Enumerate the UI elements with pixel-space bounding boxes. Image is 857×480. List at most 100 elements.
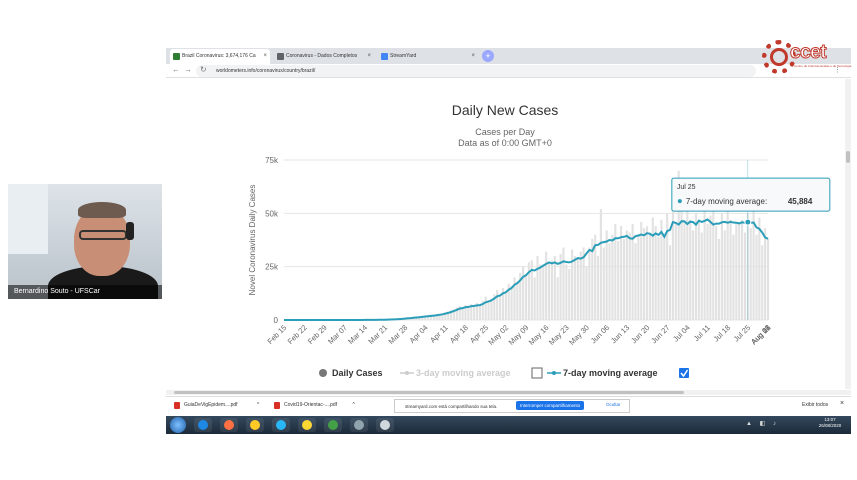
reload-icon[interactable]: ↻ [200, 65, 207, 74]
logo-subtitle: Centro de Ciências Exatas e de Tecnologi… [794, 64, 852, 68]
daily-cases-bar [715, 226, 718, 320]
skype-icon [276, 420, 286, 430]
daily-cases-bar [614, 224, 617, 320]
presenter-hair [78, 202, 126, 218]
x-tick-label: Mar 21 [366, 323, 389, 346]
legend-daily-cases-dot [319, 369, 327, 377]
daily-cases-bar [648, 232, 651, 320]
legend-seven-day-average[interactable]: 7-day moving average [547, 368, 658, 378]
daily-cases-bar [513, 277, 516, 320]
seven-day-moving-average-line [284, 218, 769, 321]
webcam-name-label: Bernardino Souto - UFSCar [8, 285, 162, 299]
daily-cases-bar [619, 226, 623, 320]
new-tab-button[interactable]: + [482, 50, 494, 62]
close-downloads-icon[interactable]: × [840, 400, 845, 407]
daily-cases-bar [720, 213, 723, 320]
daily-cases-bar [634, 243, 637, 320]
legend-three-day-checkbox[interactable] [531, 367, 543, 379]
daily-cases-bar [643, 228, 646, 320]
taskbar-app-button[interactable] [272, 418, 290, 432]
pdf-icon [174, 402, 180, 409]
taskbar-app-button[interactable] [246, 418, 264, 432]
address-bar[interactable] [196, 65, 756, 77]
chart-subtitle-date: Data as of 0:00 GMT+0 [458, 138, 552, 148]
taskbar-app-button[interactable] [324, 418, 342, 432]
daily-cases-bar [444, 312, 447, 320]
chevron-up-icon[interactable]: ^ [352, 402, 355, 408]
daily-cases-bar [663, 234, 666, 320]
hide-share-button[interactable]: Ocultar [606, 402, 621, 407]
taskbar-app-button[interactable] [298, 418, 316, 432]
download-item-guia[interactable]: GuiaDeVigEpidem....pdf ^ [174, 402, 260, 409]
tab-close-icon[interactable]: × [263, 53, 267, 59]
daily-cases-bar [429, 315, 433, 320]
daily-cases-bar [689, 219, 692, 320]
taskbar-app-button[interactable] [194, 418, 212, 432]
horizontal-scrollbar[interactable] [166, 390, 851, 395]
daily-cases-bar [458, 306, 461, 320]
daily-cases-bar [507, 283, 510, 320]
daily-cases-bar [547, 262, 551, 320]
tab-dados-completos[interactable]: Coronavirus - Dados Completos × [274, 49, 374, 64]
windows-taskbar: ▲ ◧ ♪ 13:07 26/08/2020 [166, 416, 851, 434]
tooltip-series-dot [677, 199, 682, 204]
taskbar-app-button[interactable] [220, 418, 238, 432]
daily-cases-bar [602, 247, 605, 320]
daily-new-cases-chart: Daily New Cases Cases per Day Data as of… [248, 102, 831, 379]
gear-logo-inner-icon [770, 48, 788, 66]
extension-icons[interactable]: ⋮ [834, 67, 843, 74]
vertical-scrollbar[interactable] [845, 79, 851, 389]
chevron-up-icon[interactable]: ^ [256, 402, 260, 408]
start-button-icon[interactable] [170, 417, 186, 433]
tooltip-series-label: 7-day moving average: [686, 197, 767, 206]
tab-close-icon[interactable]: × [471, 53, 475, 59]
streamyard-favicon-icon [381, 53, 388, 60]
streamyard-icon [380, 420, 390, 430]
taskbar-app-button[interactable] [350, 418, 368, 432]
webcam-feed: Bernardino Souto - UFSCar [8, 184, 162, 299]
forward-arrow-icon[interactable]: → [184, 65, 192, 74]
tab-streamyard[interactable]: StreamYard × [378, 49, 478, 64]
tab-worldometers[interactable]: Brazil Coronavirus: 3,674,176 Ca × [170, 49, 270, 64]
daily-cases-bar [536, 256, 539, 320]
gear-logo-icon [762, 40, 796, 74]
stop-sharing-button[interactable]: Interromper compartilhamento [516, 401, 585, 410]
daily-cases-bar [677, 170, 680, 320]
daily-cases-bar [709, 215, 712, 320]
daily-cases-bar [743, 232, 747, 320]
scrollbar-thumb[interactable] [846, 151, 850, 163]
back-arrow-icon[interactable]: ← [172, 65, 180, 74]
legend-daily-cases[interactable]: Daily Cases [319, 368, 383, 378]
x-tick-label: Mar 28 [387, 323, 410, 346]
legend-three-day-average[interactable]: 3-day moving average [400, 368, 511, 378]
tab-close-icon[interactable]: × [367, 53, 371, 59]
daily-cases-bar [556, 277, 559, 320]
daily-cases-bar [527, 262, 530, 320]
spreadsheet-favicon-icon [277, 53, 284, 60]
daily-cases-bar [585, 266, 588, 320]
daily-cases-bar [501, 288, 505, 320]
daily-cases-bar [559, 253, 562, 320]
x-tick-label: Jun 27 [649, 323, 671, 345]
daily-cases-bar [579, 251, 582, 320]
download-item-covid19[interactable]: Covid19-Orientac-....pdf ^ [274, 402, 355, 409]
taskbar-app-button[interactable] [376, 418, 394, 432]
horizontal-scrollbar-thumb[interactable] [174, 391, 684, 394]
daily-cases-bar [660, 219, 663, 320]
system-tray-icons[interactable]: ▲ ◧ ♪ [746, 421, 779, 427]
tooltip-box [671, 177, 831, 212]
url-text[interactable]: worldometers.info/coronavirus/country/br… [216, 68, 316, 74]
daily-cases-bar [522, 266, 525, 320]
system-clock[interactable]: 13:07 26/08/2020 [812, 417, 848, 429]
daily-cases-bar [694, 213, 698, 320]
daily-cases-bar [539, 264, 542, 320]
chart-legend: Daily Cases 3-day moving average 7-day m… [319, 367, 689, 379]
show-all-downloads-button[interactable]: Exibir todos [802, 402, 829, 408]
daily-cases-bar [625, 230, 628, 320]
daily-cases-bar [761, 245, 764, 320]
daily-cases-bar [683, 221, 686, 320]
x-tick-label: Apr 04 [408, 323, 430, 345]
daily-cases-bar [553, 256, 556, 320]
daily-cases-bar [475, 302, 479, 320]
daily-cases-bar [732, 234, 735, 320]
